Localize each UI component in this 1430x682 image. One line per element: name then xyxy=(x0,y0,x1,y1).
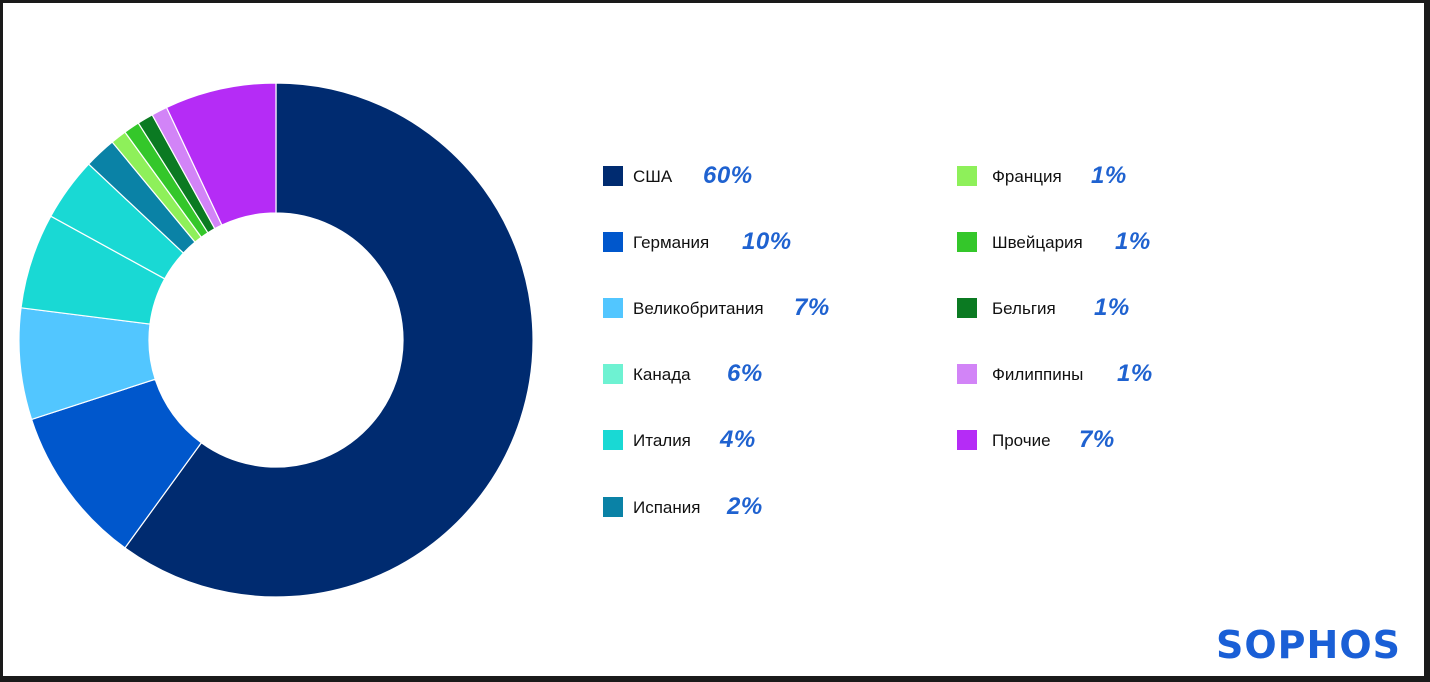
legend-percent: 7% xyxy=(794,294,830,321)
legend-swatch xyxy=(957,430,977,450)
legend-swatch xyxy=(957,232,977,252)
donut-chart xyxy=(18,82,534,598)
legend-label: Прочие xyxy=(992,431,1051,450)
sophos-logo: SOPHOS xyxy=(1216,623,1401,667)
legend-percent: 1% xyxy=(1115,228,1151,255)
legend-percent: 1% xyxy=(1094,294,1130,321)
legend-percent: 6% xyxy=(727,360,763,387)
legend-swatch xyxy=(603,497,623,517)
legend-percent: 4% xyxy=(720,426,756,453)
legend-label: Бельгия xyxy=(992,299,1056,318)
legend-percent: 1% xyxy=(1091,162,1127,189)
legend-percent: 60% xyxy=(703,162,753,189)
donut-slice-10 xyxy=(165,82,277,226)
legend-swatch xyxy=(603,166,623,186)
legend-label: Филиппины xyxy=(992,365,1084,384)
legend-label: Франция xyxy=(992,167,1062,186)
legend-swatch xyxy=(603,430,623,450)
legend-swatch xyxy=(603,232,623,252)
legend-label: Канада xyxy=(633,365,691,384)
legend-label: США xyxy=(633,167,673,186)
legend-percent: 1% xyxy=(1117,360,1153,387)
legend-label: Испания xyxy=(633,498,701,517)
legend-percent: 2% xyxy=(727,493,763,520)
legend-swatch xyxy=(957,364,977,384)
legend-label: Швейцария xyxy=(992,233,1083,252)
donut-slice-0 xyxy=(124,82,534,598)
legend-percent: 10% xyxy=(742,228,792,255)
legend-label: Германия xyxy=(633,233,710,252)
legend-swatch xyxy=(603,298,623,318)
legend-swatch xyxy=(957,166,977,186)
legend-swatch xyxy=(603,364,623,384)
legend-swatch xyxy=(957,298,977,318)
legend-label: Италия xyxy=(633,431,691,450)
legend-label: Великобритания xyxy=(633,299,764,318)
legend-percent: 7% xyxy=(1079,426,1115,453)
